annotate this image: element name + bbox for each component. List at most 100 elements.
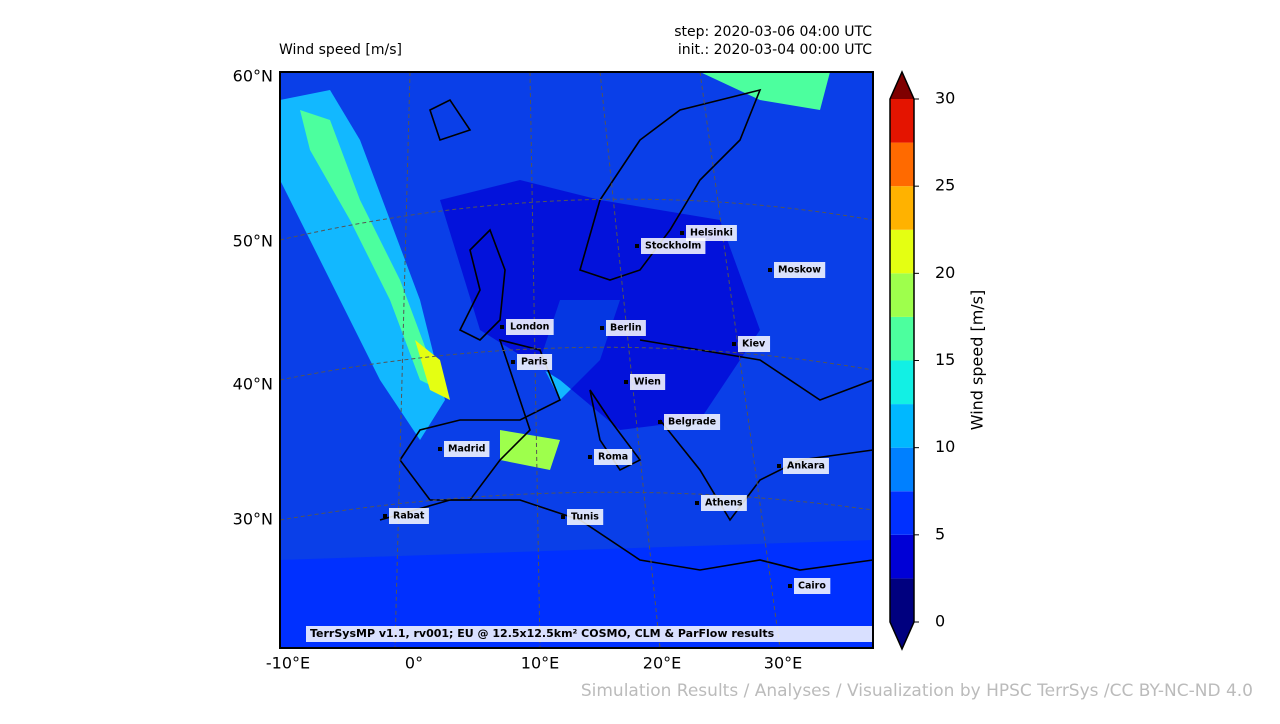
colorbar-tick-label: 0 [935,612,945,631]
lat-label: 30°N [233,510,273,529]
colorbar-band [890,229,914,274]
city-dot [624,380,628,384]
city-label-box [444,441,490,457]
city: Helsinki [680,225,737,241]
city-label: Roma [598,452,628,463]
model-credit: TerrSysMP v1.1, rv001; EU @ 12.5x12.5km²… [310,627,775,640]
lon-label: 0° [405,654,423,673]
lat-label: 60°N [233,67,273,86]
city-label-box [594,449,633,465]
city-dot [635,244,639,248]
city-dot [777,464,781,468]
credit-box [306,626,872,642]
city-label: Cairo [798,581,826,592]
city: Ankara [777,458,829,474]
city-label: Tunis [571,512,599,523]
city: Cairo [788,578,831,594]
city-dot [658,420,662,424]
city-dot [788,584,792,588]
colorbar-tick-label: 10 [935,437,955,456]
colorbar-tick-label: 15 [935,350,955,369]
lon-label: -10°E [266,654,310,673]
colorbar-tick-label: 30 [935,89,955,108]
city-dot [600,326,604,330]
colorbar-band [890,447,914,492]
lat-label: 50°N [233,232,273,251]
colorbar-band [890,142,914,187]
city: Moskow [768,262,826,278]
colorbar-label: Wind speed [m/s] [968,290,987,431]
city-dot [561,515,565,519]
city-label: Helsinki [690,228,733,239]
footer-credit: Simulation Results / Analyses / Visualiz… [581,681,1253,701]
colorbar-band [890,273,914,317]
lon-label: 10°E [521,654,559,673]
colorbar-tick-label: 25 [935,176,955,195]
init-time: init.: 2020-03-04 00:00 UTC [678,42,872,58]
city: Stockholm [635,238,706,254]
city-label-box [701,495,747,511]
colorbar-band [890,534,914,579]
city: Berlin [600,320,646,336]
city-label: Paris [521,357,548,368]
city: Paris [511,354,553,370]
colorbar-band [890,99,914,143]
city: Rabat [383,508,429,524]
colorbar-extend-top [890,72,914,99]
city-label: Berlin [610,323,642,334]
map-field [280,72,873,648]
city-dot [680,231,684,235]
colorbar-tick-label: 5 [935,524,945,543]
field-patch [700,72,830,110]
city-label-box [567,509,604,525]
city: Roma [588,449,633,465]
city-dot [500,325,504,329]
city: London [500,319,554,335]
city-label-box [783,458,829,474]
city-dot [588,455,592,459]
city: Wien [624,374,666,390]
colorbar-extend-bottom [890,622,914,649]
field-patch [280,540,873,648]
city: Kiev [732,336,771,352]
city-dot [438,447,442,451]
map-title: Wind speed [m/s] [279,42,402,58]
city-label: Moskow [778,265,821,276]
city-dot [383,514,387,518]
city-label: Madrid [448,444,485,455]
colorbar-band [890,578,914,622]
field-patch [415,340,450,400]
city-label: Ankara [787,461,825,472]
city-label: Stockholm [645,241,701,252]
colorbar-band [890,360,914,405]
city-dot [511,360,515,364]
city-label: Rabat [393,511,425,522]
field-patch [500,430,560,470]
city: Athens [695,495,747,511]
colorbar-band [890,186,914,230]
city-label: Kiev [742,339,766,350]
city-dot [768,268,772,272]
colorbar-band [890,404,914,448]
city: Tunis [561,509,604,525]
city-dot [732,342,736,346]
colorbar: 0 5 10 15 20 25 30 [889,70,955,651]
city-label: London [510,322,550,333]
city-label-box [686,225,737,241]
city-label-box [517,354,553,370]
city-label-box [641,238,706,254]
city: Madrid [438,441,490,457]
colorbar-band [890,316,914,361]
colorbar-band [890,491,914,535]
colorbar-tick-label: 20 [935,263,955,282]
lon-label: 20°E [643,654,681,673]
city-label-box [630,374,666,390]
city-label-box [774,262,826,278]
city-label-box [738,336,771,352]
city: Belgrade [658,414,721,430]
field-patch [280,90,445,440]
lon-label: 30°E [764,654,802,673]
lat-label: 40°N [233,375,273,394]
field-patch [300,110,440,390]
